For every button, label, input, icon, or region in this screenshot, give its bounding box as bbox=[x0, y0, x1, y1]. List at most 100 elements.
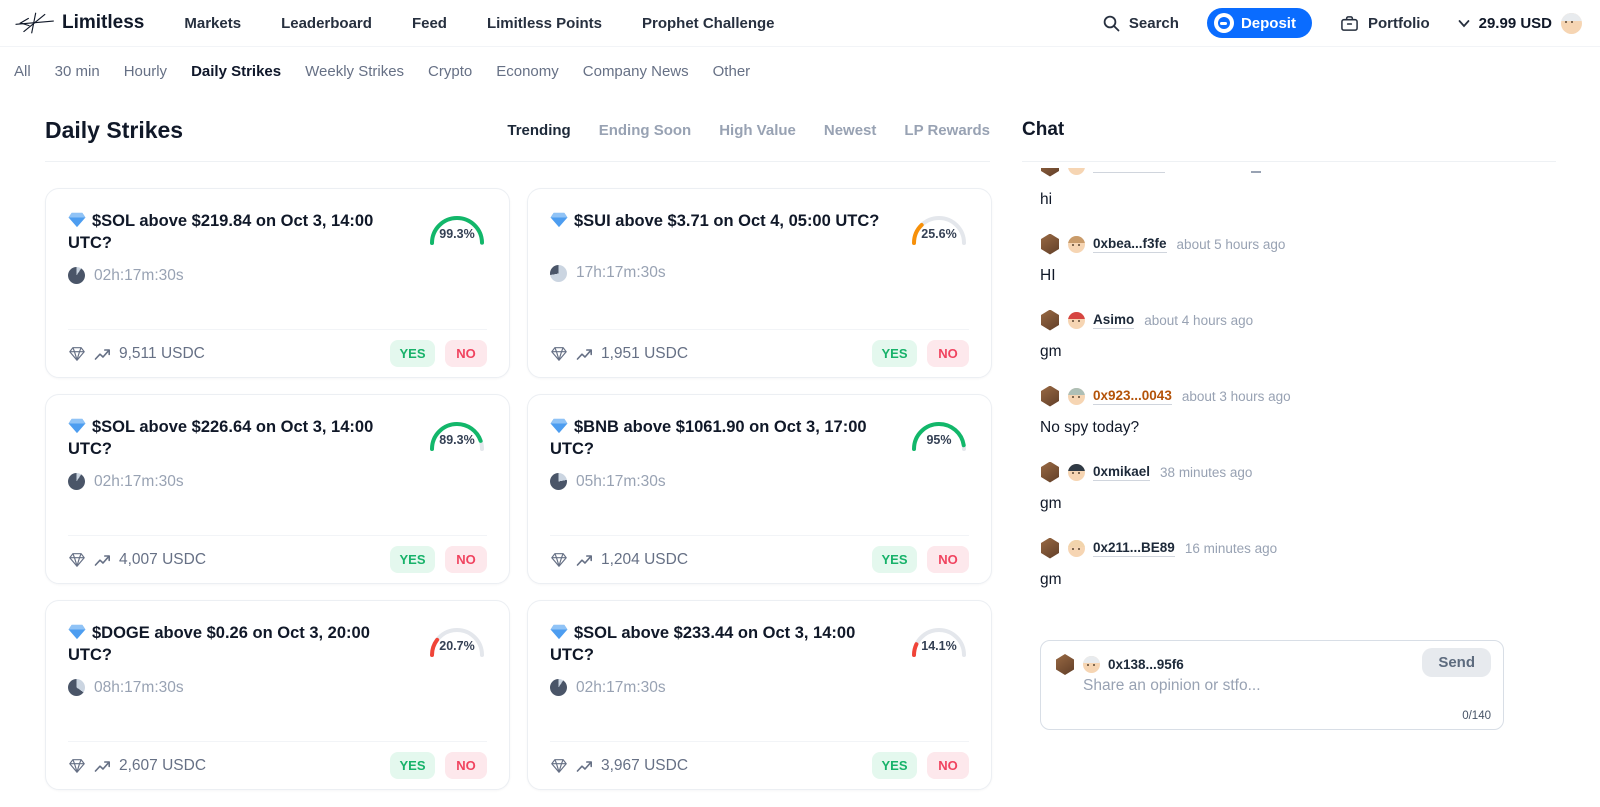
filter-crypto[interactable]: Crypto bbox=[428, 63, 473, 80]
category-filter-bar: All 30 min Hourly Daily Strikes Weekly Strik… bbox=[0, 47, 1600, 95]
time-pie-icon bbox=[550, 473, 567, 491]
deposit-button[interactable]: Deposit bbox=[1206, 8, 1312, 38]
nav-item-limitless-points[interactable]: Limitless Points bbox=[486, 14, 602, 32]
market-card[interactable]: $SOL above $233.44 on Oct 3, 14:00 UTC? … bbox=[527, 600, 992, 790]
card-divider bbox=[68, 535, 487, 536]
chat-username[interactable]: 0xmikael bbox=[1093, 463, 1151, 481]
chat-header: Chat bbox=[1022, 109, 1556, 151]
filter-daily-strikes[interactable]: Daily Strikes bbox=[191, 63, 282, 80]
avatar-emoji bbox=[1068, 387, 1085, 405]
yes-button[interactable]: YES bbox=[390, 752, 435, 779]
no-button[interactable]: NO bbox=[445, 546, 487, 573]
chat-username[interactable]: 0xbea...f3fe bbox=[1093, 235, 1167, 253]
market-card[interactable]: $SUI above $3.71 on Oct 4, 05:00 UTC? 25… bbox=[527, 188, 992, 378]
trend-up-icon bbox=[94, 554, 110, 566]
market-card[interactable]: $SOL above $219.84 on Oct 3, 14:00 UTC? … bbox=[45, 188, 510, 378]
chance-gauge: 14.1% bbox=[909, 624, 969, 667]
portfolio-button[interactable]: Portfolio bbox=[1340, 14, 1430, 32]
search-button[interactable]: Search bbox=[1103, 15, 1179, 32]
chance-value: 95% bbox=[926, 433, 952, 447]
yes-button[interactable]: YES bbox=[872, 340, 917, 367]
markets-section: Daily Strikes Trending Ending Soon High Va… bbox=[45, 109, 992, 790]
filter-30-min[interactable]: 30 min bbox=[54, 63, 100, 80]
card-divider bbox=[550, 741, 969, 742]
blue-gem-icon bbox=[550, 418, 568, 434]
no-button[interactable]: NO bbox=[927, 546, 969, 573]
no-button[interactable]: NO bbox=[927, 752, 969, 779]
limitless-logo[interactable]: Limitless bbox=[14, 8, 144, 38]
market-cards-grid: $SOL above $219.84 on Oct 3, 14:00 UTC? … bbox=[45, 188, 992, 790]
chat-username[interactable]: 0x923...0043 bbox=[1093, 387, 1172, 405]
gem-outline-icon bbox=[69, 347, 85, 361]
chat-divider bbox=[1022, 161, 1556, 162]
level-hexagon-badge bbox=[1041, 168, 1059, 177]
portfolio-label: Portfolio bbox=[1367, 14, 1430, 32]
page-title: Daily Strikes bbox=[45, 116, 184, 143]
tab-lp-rewards[interactable]: LP Rewards bbox=[904, 121, 990, 139]
limitless-star-icon bbox=[15, 12, 54, 34]
market-card[interactable]: $SOL above $226.64 on Oct 3, 14:00 UTC? … bbox=[45, 394, 510, 584]
chat-username[interactable]: 0x211...BE89 bbox=[1093, 539, 1175, 557]
filter-economy[interactable]: Economy bbox=[496, 63, 559, 80]
chat-message-text: gm bbox=[1040, 495, 1062, 512]
chat-message-text: No spy today? bbox=[1040, 419, 1140, 436]
chat-message-text: hi bbox=[1040, 191, 1053, 208]
chat-message: Asimo about 4 hours ago gm bbox=[1040, 309, 1556, 361]
chat-message-list[interactable]: hi 0xbea...f3fe about 5 hours ago HI Asi… bbox=[1022, 162, 1556, 636]
market-volume: 3,967 USDC bbox=[550, 757, 688, 775]
time-pie-icon bbox=[68, 679, 85, 697]
chat-username[interactable]: Asimo bbox=[1093, 311, 1135, 329]
nav-item-markets[interactable]: Markets bbox=[184, 14, 242, 32]
chat-message: 0x211...BE89 16 minutes ago gm bbox=[1040, 537, 1556, 589]
chat-timestamp: 38 minutes ago bbox=[1160, 464, 1253, 480]
no-button[interactable]: NO bbox=[445, 340, 487, 367]
chat-message-text: gm bbox=[1040, 343, 1062, 360]
search-icon bbox=[1103, 15, 1120, 31]
blue-gem-icon bbox=[68, 624, 86, 640]
market-title: $SUI above $3.71 on Oct 4, 05:00 UTC? bbox=[550, 210, 879, 252]
market-title: $DOGE above $0.26 on Oct 3, 20:00 UTC? bbox=[68, 624, 370, 665]
market-card[interactable]: $DOGE above $0.26 on Oct 3, 20:00 UTC? 2… bbox=[45, 600, 510, 790]
tab-high-value[interactable]: High Value bbox=[719, 121, 796, 139]
nav-item-leaderboard[interactable]: Leaderboard bbox=[281, 14, 372, 32]
filter-hourly[interactable]: Hourly bbox=[123, 63, 168, 80]
market-volume: 1,204 USDC bbox=[550, 551, 688, 569]
nav-item-prophet-challenge[interactable]: Prophet Challenge bbox=[641, 14, 775, 32]
tab-newest[interactable]: Newest bbox=[823, 121, 877, 139]
chance-value: 25.6% bbox=[921, 227, 957, 241]
top-navigation: Limitless Markets Leaderboard Feed Limitles… bbox=[0, 0, 1600, 47]
chat-username-clipped bbox=[1093, 168, 1165, 173]
card-divider bbox=[550, 329, 969, 330]
wallet-balance-dropdown[interactable]: 29.99 USD bbox=[1458, 12, 1582, 34]
time-remaining: 02h:17m:30s bbox=[68, 473, 487, 491]
level-hexagon-badge bbox=[1041, 385, 1059, 407]
yes-button[interactable]: YES bbox=[390, 340, 435, 367]
yes-button[interactable]: YES bbox=[872, 546, 917, 573]
no-button[interactable]: NO bbox=[445, 752, 487, 779]
chat-timestamp-clipped bbox=[1251, 168, 1261, 173]
chat-message-clipped bbox=[1040, 168, 1556, 178]
chat-message-input[interactable] bbox=[1083, 677, 1413, 699]
yes-button[interactable]: YES bbox=[390, 546, 435, 573]
time-pie-icon bbox=[550, 264, 567, 282]
wallet-balance: 29.99 USD bbox=[1478, 14, 1552, 32]
market-card[interactable]: $BNB above $1061.90 on Oct 3, 17:00 UTC?… bbox=[527, 394, 992, 584]
filter-weekly-strikes[interactable]: Weekly Strikes bbox=[305, 63, 405, 80]
chevron-down-icon bbox=[1458, 19, 1470, 27]
tab-ending-soon[interactable]: Ending Soon bbox=[598, 121, 692, 139]
nav-item-feed[interactable]: Feed bbox=[411, 14, 447, 32]
yes-button[interactable]: YES bbox=[872, 752, 917, 779]
no-button[interactable]: NO bbox=[927, 340, 969, 367]
level-hexagon-badge bbox=[1041, 461, 1059, 483]
filter-all[interactable]: All bbox=[14, 63, 31, 80]
send-button[interactable]: Send bbox=[1422, 648, 1491, 677]
filter-other[interactable]: Other bbox=[712, 63, 751, 80]
chat-input-box[interactable]: 0x138...95f6 Send 0/140 bbox=[1040, 640, 1504, 730]
tab-trending[interactable]: Trending bbox=[507, 121, 571, 139]
filter-company-news[interactable]: Company News bbox=[582, 63, 689, 80]
brand-name: Limitless bbox=[62, 12, 145, 33]
nav-items: Markets Leaderboard Feed Limitless Points Pr… bbox=[184, 15, 774, 32]
chat-panel: Chat hi 0xbea...f3fe about 5 hours ago H… bbox=[1022, 109, 1556, 790]
market-title: $SOL above $226.64 on Oct 3, 14:00 UTC? bbox=[68, 418, 374, 459]
time-remaining: 02h:17m:30s bbox=[68, 267, 487, 285]
